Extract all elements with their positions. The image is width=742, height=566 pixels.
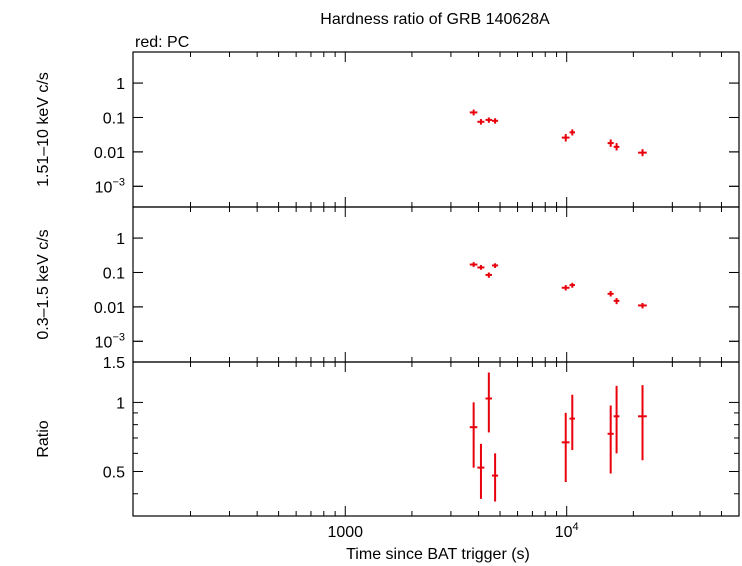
data-point-hard — [561, 134, 570, 142]
y-tick-label: 0.1 — [103, 265, 125, 282]
data-point-ratio — [485, 372, 493, 433]
y-tick-label: 0.01 — [94, 145, 125, 162]
data-point-soft — [613, 298, 620, 305]
data-point-hard — [469, 109, 478, 116]
data-point-ratio — [477, 443, 485, 499]
data-point-hard — [492, 118, 499, 124]
panels-layer: 1 0.1 0.01 10−3 1.51–10 keV c/s 1 0.1 0.01 10−3 0… — [35, 51, 740, 541]
data-point-ratio — [607, 405, 614, 474]
y-tick-label: 1.5 — [103, 355, 125, 372]
data-point-soft — [469, 262, 478, 267]
data-point-soft — [569, 282, 575, 288]
data-point-soft — [561, 285, 570, 291]
data-point-soft — [607, 290, 614, 297]
data-point-hard — [638, 149, 647, 157]
x-tick-label: 1000 — [327, 524, 363, 541]
y-tick-label: 10−3 — [95, 176, 125, 196]
legend-label: red: PC — [135, 34, 189, 51]
panel-soft: 1 0.1 0.01 10−3 0.3–1.5 keV c/s — [35, 206, 740, 363]
y-tick-label: 1 — [116, 76, 125, 93]
panel-frame-ratio — [132, 361, 740, 517]
data-point-ratio — [561, 412, 570, 483]
data-point-soft — [492, 263, 499, 268]
data-point-ratio — [492, 453, 499, 502]
data-point-hard — [485, 117, 493, 123]
data-point-hard — [607, 139, 614, 147]
data-point-ratio — [638, 385, 647, 461]
y-axis-label-soft: 0.3–1.5 keV c/s — [35, 229, 52, 339]
data-point-hard — [613, 143, 620, 151]
panel-frame-hard — [132, 51, 740, 208]
data-point-soft — [638, 302, 647, 309]
data-point-soft — [477, 264, 485, 270]
y-axis-label-ratio: Ratio — [35, 420, 52, 457]
data-point-ratio — [569, 394, 575, 451]
y-tick-label: 0.1 — [103, 110, 125, 127]
data-point-hard — [477, 119, 485, 125]
y-tick-label: 1 — [116, 395, 125, 412]
panel-hard: 1 0.1 0.01 10−3 1.51–10 keV c/s — [35, 51, 740, 208]
data-point-soft — [485, 272, 493, 278]
y-tick-label: 0.5 — [103, 465, 125, 482]
x-axis-label: Time since BAT trigger (s) — [346, 546, 530, 563]
panel-frame-soft — [132, 206, 740, 363]
data-point-hard — [569, 129, 575, 136]
y-tick-label: 10−3 — [95, 331, 125, 351]
y-tick-label: 0.01 — [94, 300, 125, 317]
data-point-ratio — [469, 402, 478, 468]
data-point-ratio — [613, 385, 620, 454]
x-tick-label: 104 — [555, 521, 579, 541]
y-tick-label: 1 — [116, 231, 125, 248]
panel-ratio: 1.5 1 0.5 Ratio — [35, 355, 740, 517]
chart-title: Hardness ratio of GRB 140628A — [320, 11, 550, 28]
y-axis-label-hard: 1.51–10 keV c/s — [35, 72, 52, 187]
